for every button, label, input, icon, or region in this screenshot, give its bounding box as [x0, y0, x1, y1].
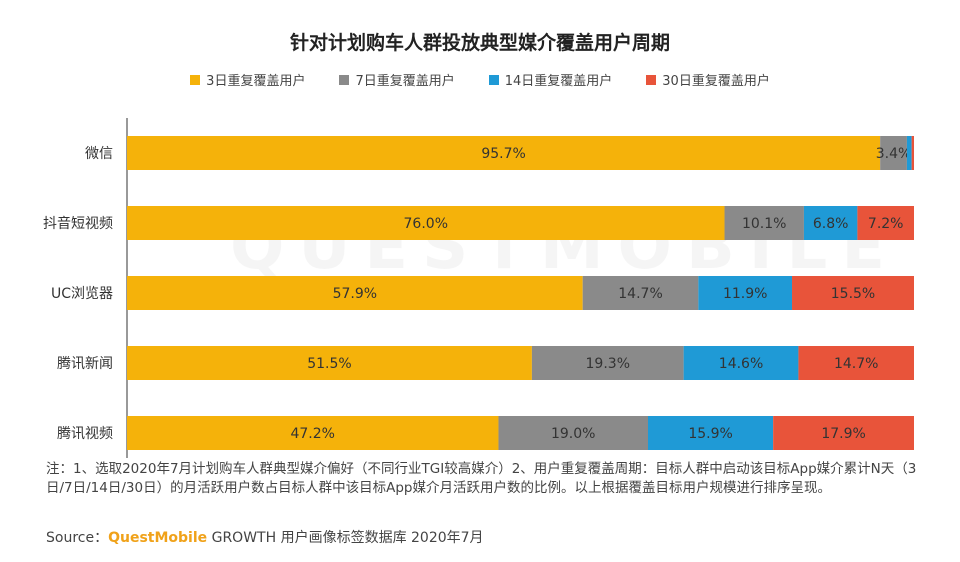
data-label: 95.7% — [481, 146, 525, 162]
bar-segment — [582, 276, 699, 310]
data-label: 15.5% — [831, 286, 875, 302]
bar-segment — [803, 206, 858, 240]
bar-segment — [498, 416, 648, 450]
bar-segment — [698, 276, 793, 310]
data-label: 76.0% — [404, 216, 448, 232]
data-label: 14.7% — [618, 286, 662, 302]
data-label: 14.7% — [834, 356, 878, 372]
legend-item: 3日重复覆盖用户 — [190, 70, 305, 89]
legend-label: 30日重复覆盖用户 — [662, 74, 770, 89]
legend-item: 14日重复覆盖用户 — [488, 70, 613, 89]
legend-label: 14日重复覆盖用户 — [504, 74, 613, 89]
footnote: 注：1、选取2020年7月计划购车人群典型媒介偏好（不同行业TGI较高媒介）2、… — [46, 461, 917, 496]
bar-segment — [127, 206, 725, 240]
stacked-bar-chart: 微信 95.7% 3.4% 抖音短视频 76.0% 10.1% 6.8% 7.2% UC浏览器 5… — [43, 118, 914, 458]
legend: 3日重复覆盖用户 7日重复覆盖用户 14日重复覆盖用户 30日重复覆盖用户 — [0, 70, 960, 89]
category-label: 抖音短视频 — [43, 215, 113, 232]
legend-swatch — [488, 74, 499, 85]
legend-label: 3日重复覆盖用户 — [206, 74, 306, 89]
bar-segment — [792, 276, 914, 310]
source-prefix: Source： — [46, 530, 109, 546]
bar-segment — [857, 206, 914, 240]
bar-segment — [880, 136, 907, 170]
data-label: 3.4% — [876, 146, 912, 162]
category-label: UC浏览器 — [51, 286, 113, 302]
bar-segment — [127, 416, 499, 450]
data-label: 17.9% — [821, 426, 865, 442]
legend-label: 7日重复覆盖用户 — [355, 74, 455, 89]
category-label: 腾讯新闻 — [57, 355, 113, 372]
data-label: 15.9% — [688, 426, 732, 442]
data-label: 57.9% — [333, 286, 377, 302]
legend-swatch — [339, 74, 350, 85]
legend-swatch — [646, 74, 657, 85]
data-label: 11.9% — [723, 286, 767, 302]
bar-segment — [683, 346, 799, 380]
bar-segment — [127, 136, 881, 170]
bar-segment — [906, 136, 912, 170]
bar-segment — [127, 346, 532, 380]
data-label: 14.6% — [719, 356, 763, 372]
bar-segment — [647, 416, 774, 450]
data-label: 7.2% — [868, 216, 904, 232]
data-label: 51.5% — [307, 356, 351, 372]
bar-segment — [911, 136, 914, 170]
category-label: 腾讯视频 — [57, 425, 113, 442]
source-brand: QuestMobile — [108, 530, 208, 546]
data-label: 47.2% — [290, 426, 334, 442]
bar-segment — [531, 346, 684, 380]
legend-swatch — [190, 74, 201, 85]
source-line: Source：QuestMobile GROWTH 用户画像标签数据库 2020… — [46, 527, 484, 547]
source-rest: GROWTH 用户画像标签数据库 2020年7月 — [207, 530, 484, 546]
legend-item: 7日重复覆盖用户 — [339, 70, 455, 89]
data-label: 6.8% — [813, 216, 849, 232]
bar-segment — [773, 416, 914, 450]
chart-title: 针对计划购车人群投放典型媒介覆盖用户周期 — [289, 32, 670, 54]
data-label: 19.3% — [586, 356, 630, 372]
data-label: 19.0% — [551, 426, 595, 442]
category-label: 微信 — [85, 146, 113, 162]
data-label: 10.1% — [742, 216, 786, 232]
bar-segment — [724, 206, 804, 240]
legend-item: 30日重复覆盖用户 — [646, 70, 770, 89]
bar-segment — [798, 346, 914, 380]
bar-segment — [127, 276, 583, 310]
